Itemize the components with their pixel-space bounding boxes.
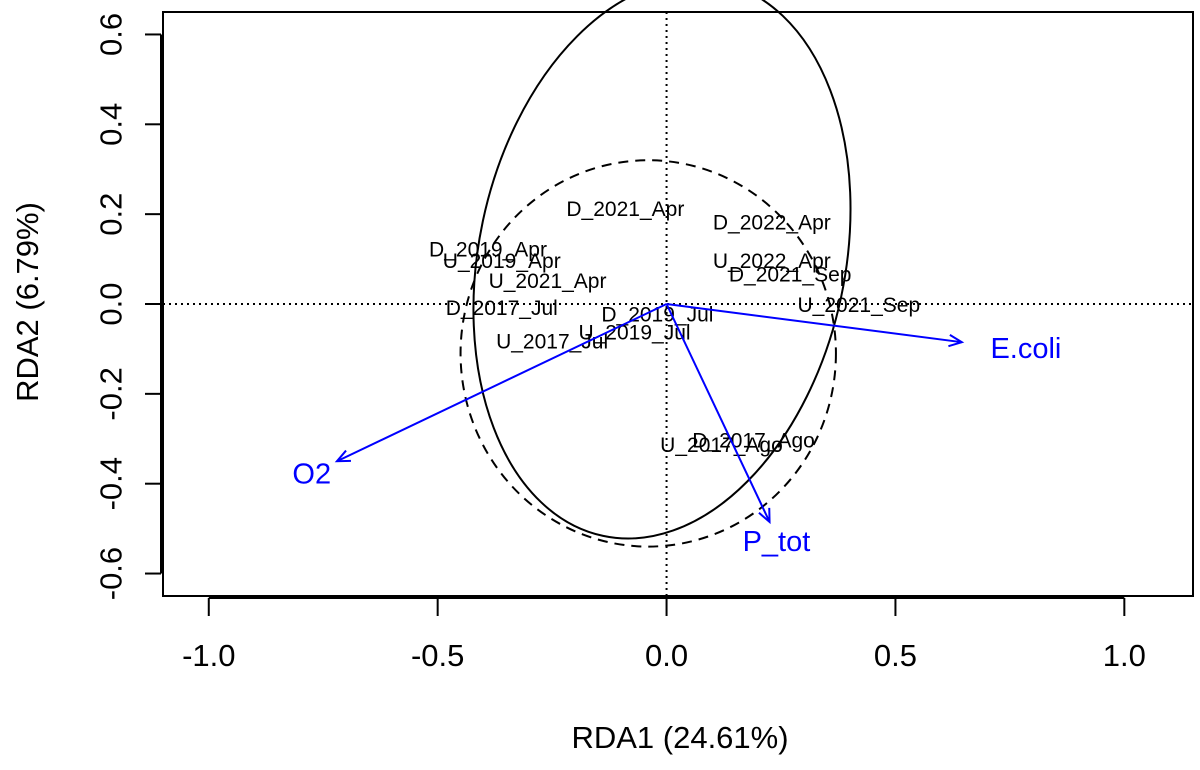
site-label: D_2021_Apr <box>566 198 684 221</box>
y-tick-label: 0.6 <box>94 13 129 56</box>
biplot-arrow-head <box>948 334 965 348</box>
site-label-layer: D_2021_Apr D_2022_Apr D_2019_AprU_2019_Apr… <box>429 198 920 457</box>
site-label: U_2017_Jul <box>496 331 608 354</box>
x-axis-label: RDA1 (24.61%) <box>571 720 788 755</box>
y-axis-label: RDA2 (6.79%) <box>10 202 45 402</box>
biplot-arrow-head <box>334 449 351 463</box>
y-tick-label: -0.6 <box>94 547 129 600</box>
arrow-layer: E.coli O2 P_tot <box>292 303 1061 558</box>
site-label: U_2021_Apr <box>489 270 607 293</box>
site-label: U_2019_Apr <box>443 250 561 273</box>
y-tick-label: -0.2 <box>94 367 129 420</box>
site-label: U_2022_Apr <box>713 250 831 273</box>
y-tick-label: 0.2 <box>94 193 129 236</box>
reference-line-layer <box>163 12 1193 596</box>
biplot-arrow-label: P_tot <box>743 526 811 558</box>
axes-layer: -1.0 -0.5 0.0 0.5 1.0 -0.6 -0.4 -0.2 0.0 0.2 0.4 0.… <box>94 11 1194 673</box>
y-tick-label: -0.4 <box>94 457 129 510</box>
site-label: D_2017_Ago <box>692 430 815 453</box>
x-tick-label: 1.0 <box>1103 638 1146 673</box>
biplot-arrow-label: O2 <box>292 459 331 491</box>
biplot-arrow-line <box>666 303 962 344</box>
site-label: D_2017_Jul <box>446 297 558 320</box>
y-tick-label: 0.0 <box>94 282 129 325</box>
site-label: U_2021_Sep <box>798 294 921 317</box>
site-label: D_2022_Apr <box>713 212 831 235</box>
y-tick-label: 0.4 <box>94 103 129 146</box>
x-tick-label: -1.0 <box>182 638 235 673</box>
plot-frame <box>162 11 1194 597</box>
biplot-arrow-head <box>758 507 771 525</box>
ellipse-layer <box>459 0 852 548</box>
site-label: U_2019_Jul <box>578 322 690 345</box>
site-label: D_2021_Sep <box>729 263 852 286</box>
biplot-arrow-label: E.coli <box>990 333 1061 365</box>
site-label: D_2019_Apr <box>429 239 547 262</box>
x-tick-label: 0.0 <box>645 638 688 673</box>
biplot-arrow-line <box>665 303 771 523</box>
site-label: U_2017_Ago <box>660 434 783 457</box>
biplot-arrow-line <box>336 303 667 463</box>
x-tick-label: 0.5 <box>874 638 917 673</box>
dashed-ellipse <box>459 159 837 548</box>
x-tick-label: -0.5 <box>411 638 464 673</box>
solid-ellipse <box>472 0 852 540</box>
